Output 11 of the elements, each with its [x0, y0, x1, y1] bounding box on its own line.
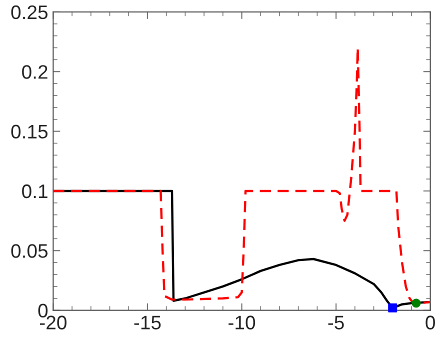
y-tick-label: 0.25: [11, 5, 48, 20]
x-tick-label: 0: [426, 316, 435, 330]
x-tick-label: -5: [328, 316, 344, 330]
y-tick-label: 0.15: [11, 124, 48, 139]
x-tick-label: -20: [40, 316, 66, 330]
x-tick-label: -15: [134, 316, 161, 330]
y-tick-label: 0: [38, 304, 48, 318]
y-tick-label: 0.2: [22, 65, 48, 79]
x-tick-label: -10: [228, 316, 256, 330]
y-tick-label: 0.05: [11, 244, 48, 258]
y-tick-label: 0.1: [22, 184, 48, 198]
